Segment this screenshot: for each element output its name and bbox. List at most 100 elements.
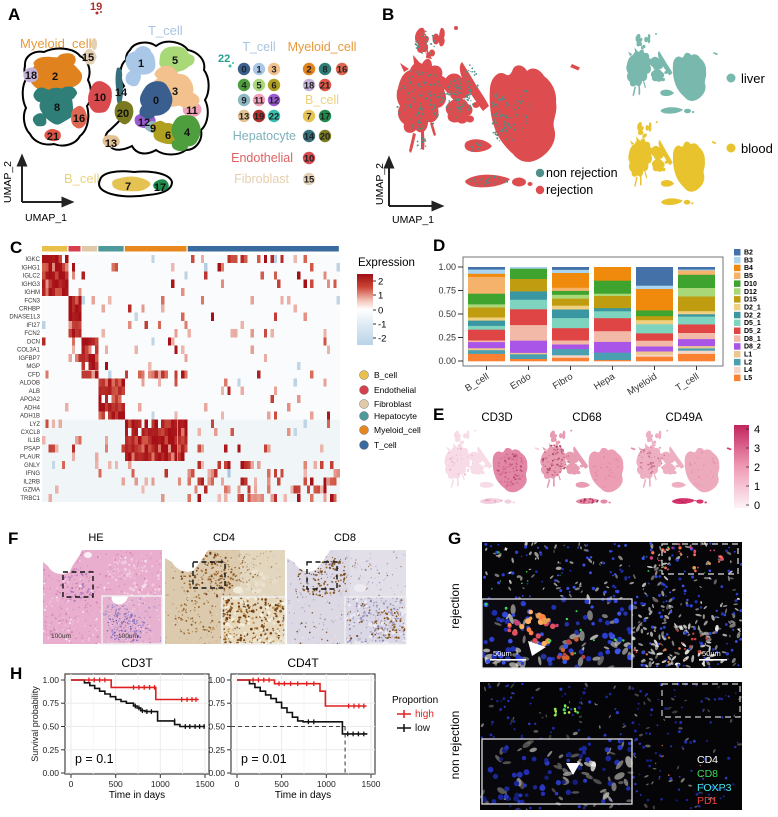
svg-text:50um: 50um [493,649,512,658]
svg-text:MGP: MGP [26,364,40,370]
svg-text:100um: 100um [118,633,138,640]
svg-text:13: 13 [105,138,117,150]
svg-text:19: 19 [90,1,102,13]
svg-text:UMAP_2: UMAP_2 [2,161,14,203]
svg-text:20: 20 [117,108,129,120]
svg-text:ADH4: ADH4 [24,405,41,411]
svg-text:B5: B5 [744,273,753,280]
svg-text:0: 0 [378,306,383,317]
svg-text:D5_1: D5_1 [744,320,761,327]
svg-text:L2: L2 [744,359,752,366]
svg-text:21: 21 [320,81,331,92]
svg-text:FCN2: FCN2 [24,331,40,337]
svg-text:PLAUR: PLAUR [20,455,41,461]
svg-text:B4: B4 [744,265,753,272]
svg-text:non rejection: non rejection [448,711,462,780]
svg-text:GNLY: GNLY [24,463,40,469]
svg-text:12: 12 [269,96,280,107]
svg-text:IGLC2: IGLC2 [23,274,41,280]
svg-text:rejection: rejection [546,183,593,197]
svg-text:Hepatocyte: Hepatocyte [233,129,296,143]
svg-text:8: 8 [54,102,60,114]
svg-text:APOA2: APOA2 [20,397,41,403]
svg-text:G: G [448,529,461,548]
svg-text:LYZ: LYZ [29,422,40,428]
svg-text:ALB: ALB [29,389,40,395]
svg-text:15: 15 [304,175,315,186]
svg-text:CD68: CD68 [572,412,601,424]
svg-text:UMAP_1: UMAP_1 [392,214,434,226]
svg-text:1: 1 [138,58,144,70]
svg-text:10: 10 [94,92,106,104]
svg-text:D2_2: D2_2 [744,312,761,319]
svg-text:B: B [382,5,394,24]
svg-text:Hepatocyte: Hepatocyte [374,411,417,421]
svg-text:GZMA: GZMA [23,488,40,494]
svg-text:Endothelial: Endothelial [231,151,293,165]
svg-text:100um: 100um [51,633,71,640]
svg-text:DNASE1L3: DNASE1L3 [9,315,40,321]
svg-text:CXCL8: CXCL8 [21,430,41,436]
svg-text:liver: liver [741,71,766,86]
svg-text:B_cell: B_cell [374,370,397,380]
svg-text:Myeloid: Myeloid [625,371,659,398]
svg-text:6: 6 [165,130,171,142]
svg-text:0.50: 0.50 [438,309,456,319]
svg-text:blood: blood [741,141,773,156]
svg-text:2: 2 [378,277,383,288]
svg-text:5: 5 [256,81,262,92]
svg-text:IGHM: IGHM [24,290,40,296]
svg-text:Fibroblast: Fibroblast [234,172,289,186]
svg-text:14: 14 [304,132,315,143]
svg-text:D10: D10 [744,281,757,288]
svg-text:2: 2 [754,462,760,474]
svg-text:1.00: 1.00 [438,262,456,272]
svg-text:14: 14 [115,87,128,99]
svg-text:7: 7 [306,112,311,123]
svg-text:21: 21 [47,131,59,143]
svg-text:Hepa: Hepa [592,371,618,393]
svg-text:0.75: 0.75 [438,286,456,296]
svg-text:D8_1: D8_1 [744,336,761,343]
svg-text:12: 12 [138,117,150,129]
svg-text:IL2RB: IL2RB [23,479,40,485]
svg-text:IFNG: IFNG [26,471,41,477]
svg-text:CFD: CFD [28,372,41,378]
svg-text:DCN: DCN [27,339,40,345]
svg-text:ADH1B: ADH1B [20,414,40,420]
svg-text:T_cell: T_cell [374,440,397,450]
svg-text:D15: D15 [744,297,757,304]
svg-text:13: 13 [239,112,250,123]
svg-text:3: 3 [754,443,760,455]
svg-text:T_cell: T_cell [674,371,701,394]
svg-text:6: 6 [271,81,276,92]
svg-text:COL3A1: COL3A1 [17,348,41,354]
svg-text:Expression: Expression [358,257,415,269]
svg-text:CD3D: CD3D [481,412,512,424]
svg-text:FCN3: FCN3 [24,298,40,304]
svg-text:T_cell: T_cell [148,23,183,38]
svg-text:CD49A: CD49A [665,412,702,424]
svg-text:1: 1 [378,291,383,302]
svg-text:Endothelial: Endothelial [374,385,416,395]
svg-text:rejection: rejection [448,583,462,628]
svg-text:B_cell: B_cell [64,171,100,186]
svg-text:4: 4 [754,424,760,436]
svg-text:IGFBP7: IGFBP7 [19,356,41,362]
svg-text:UMAP_1: UMAP_1 [25,212,67,224]
svg-text:Myeloid_cell: Myeloid_cell [374,425,421,435]
svg-text:1: 1 [754,481,760,493]
svg-text:0: 0 [241,65,246,76]
svg-text:11: 11 [186,105,198,117]
svg-text:10: 10 [304,154,315,165]
svg-text:CRHBP: CRHBP [19,307,40,313]
svg-text:D2_1: D2_1 [744,304,761,311]
svg-text:9: 9 [241,96,246,107]
svg-text:9: 9 [150,123,156,135]
svg-text:-2: -2 [378,334,386,345]
svg-text:L5: L5 [744,375,752,382]
svg-text:IGHG1: IGHG1 [21,265,40,271]
svg-text:Fibroblast: Fibroblast [374,399,412,409]
svg-text:B3: B3 [744,257,753,264]
svg-text:17: 17 [320,112,331,123]
